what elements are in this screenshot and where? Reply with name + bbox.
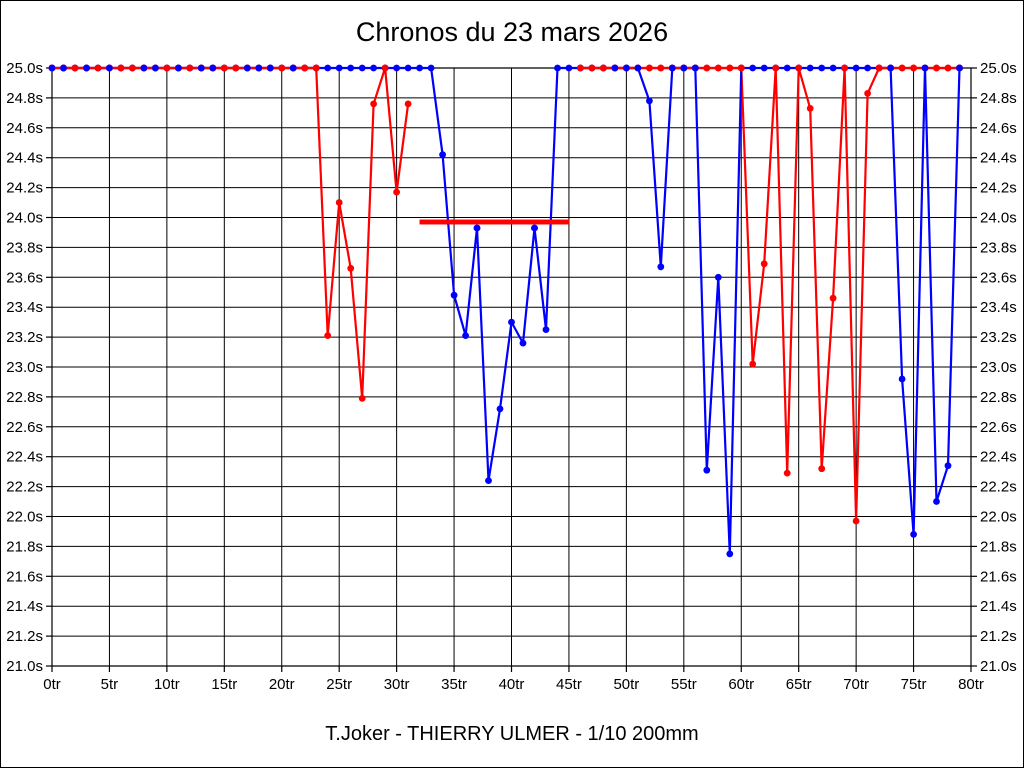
- svg-text:21.6s: 21.6s: [6, 568, 43, 585]
- svg-text:70tr: 70tr: [843, 676, 869, 693]
- svg-text:55tr: 55tr: [671, 676, 697, 693]
- svg-text:23.2s: 23.2s: [980, 329, 1017, 346]
- svg-text:21.2s: 21.2s: [980, 628, 1017, 645]
- svg-text:22.8s: 22.8s: [980, 389, 1017, 406]
- svg-text:24.4s: 24.4s: [980, 150, 1017, 167]
- svg-text:24.8s: 24.8s: [6, 90, 43, 107]
- svg-text:24.6s: 24.6s: [6, 120, 43, 137]
- svg-text:21.0s: 21.0s: [6, 658, 43, 675]
- svg-text:22.6s: 22.6s: [6, 419, 43, 436]
- svg-text:22.8s: 22.8s: [6, 389, 43, 406]
- x-axis-labels: 0tr 5tr 10tr 15tr 20tr 25tr 30tr 35tr 40tr 45tr 50…: [43, 676, 984, 693]
- series-blue: [48, 64, 963, 558]
- svg-text:0tr: 0tr: [43, 676, 61, 693]
- svg-text:80tr: 80tr: [958, 676, 984, 693]
- svg-text:23.6s: 23.6s: [980, 269, 1017, 286]
- svg-text:24.0s: 24.0s: [6, 210, 43, 227]
- chart-caption: T.Joker - THIERRY ULMER - 1/10 200mm: [325, 723, 699, 745]
- series-red: [48, 64, 963, 525]
- svg-text:21.2s: 21.2s: [6, 628, 43, 645]
- svg-text:24.6s: 24.6s: [980, 120, 1017, 137]
- svg-text:23.8s: 23.8s: [980, 239, 1017, 256]
- svg-text:21.4s: 21.4s: [980, 598, 1017, 615]
- svg-text:20tr: 20tr: [269, 676, 295, 693]
- svg-text:40tr: 40tr: [499, 676, 525, 693]
- svg-text:10tr: 10tr: [154, 676, 180, 693]
- svg-text:5tr: 5tr: [101, 676, 119, 693]
- svg-text:21.0s: 21.0s: [980, 658, 1017, 675]
- svg-text:23.2s: 23.2s: [6, 329, 43, 346]
- svg-text:22.4s: 22.4s: [980, 449, 1017, 466]
- svg-text:21.8s: 21.8s: [6, 538, 43, 555]
- grid: [51, 67, 972, 667]
- svg-text:75tr: 75tr: [901, 676, 927, 693]
- svg-text:25.0s: 25.0s: [980, 60, 1017, 77]
- svg-text:22.0s: 22.0s: [6, 509, 43, 526]
- svg-text:21.4s: 21.4s: [6, 598, 43, 615]
- svg-text:22.0s: 22.0s: [980, 509, 1017, 526]
- svg-text:23.0s: 23.0s: [6, 359, 43, 376]
- y-axis-labels-right: 25.0s 24.8s 24.6s 24.4s 24.2s 24.0s 23.8s 23.6s…: [980, 60, 1017, 675]
- svg-text:24.2s: 24.2s: [980, 180, 1017, 197]
- svg-text:15tr: 15tr: [211, 676, 237, 693]
- svg-text:24.2s: 24.2s: [6, 180, 43, 197]
- svg-text:24.8s: 24.8s: [980, 90, 1017, 107]
- svg-text:30tr: 30tr: [384, 676, 410, 693]
- svg-text:23.0s: 23.0s: [980, 359, 1017, 376]
- svg-text:22.2s: 22.2s: [980, 479, 1017, 496]
- svg-text:35tr: 35tr: [441, 676, 467, 693]
- chart-title: Chronos du 23 mars 2026: [355, 17, 669, 47]
- svg-text:23.4s: 23.4s: [6, 299, 43, 316]
- svg-text:25tr: 25tr: [326, 676, 352, 693]
- svg-text:23.6s: 23.6s: [6, 269, 43, 286]
- svg-text:25.0s: 25.0s: [6, 60, 43, 77]
- svg-text:22.2s: 22.2s: [6, 479, 43, 496]
- svg-text:50tr: 50tr: [613, 676, 639, 693]
- svg-text:21.6s: 21.6s: [980, 568, 1017, 585]
- svg-text:23.4s: 23.4s: [980, 299, 1017, 316]
- y-axis-labels-left: 25.0s 24.8s 24.6s 24.4s 24.2s 24.0s 23.8s 23.6s…: [6, 60, 43, 675]
- svg-text:23.8s: 23.8s: [6, 239, 43, 256]
- svg-text:60tr: 60tr: [728, 676, 754, 693]
- svg-text:22.6s: 22.6s: [980, 419, 1017, 436]
- svg-text:22.4s: 22.4s: [6, 449, 43, 466]
- svg-text:24.0s: 24.0s: [980, 210, 1017, 227]
- svg-text:65tr: 65tr: [786, 676, 812, 693]
- svg-text:24.4s: 24.4s: [6, 150, 43, 167]
- svg-text:21.8s: 21.8s: [980, 538, 1017, 555]
- series-overlays: [48, 64, 963, 232]
- svg-text:45tr: 45tr: [556, 676, 582, 693]
